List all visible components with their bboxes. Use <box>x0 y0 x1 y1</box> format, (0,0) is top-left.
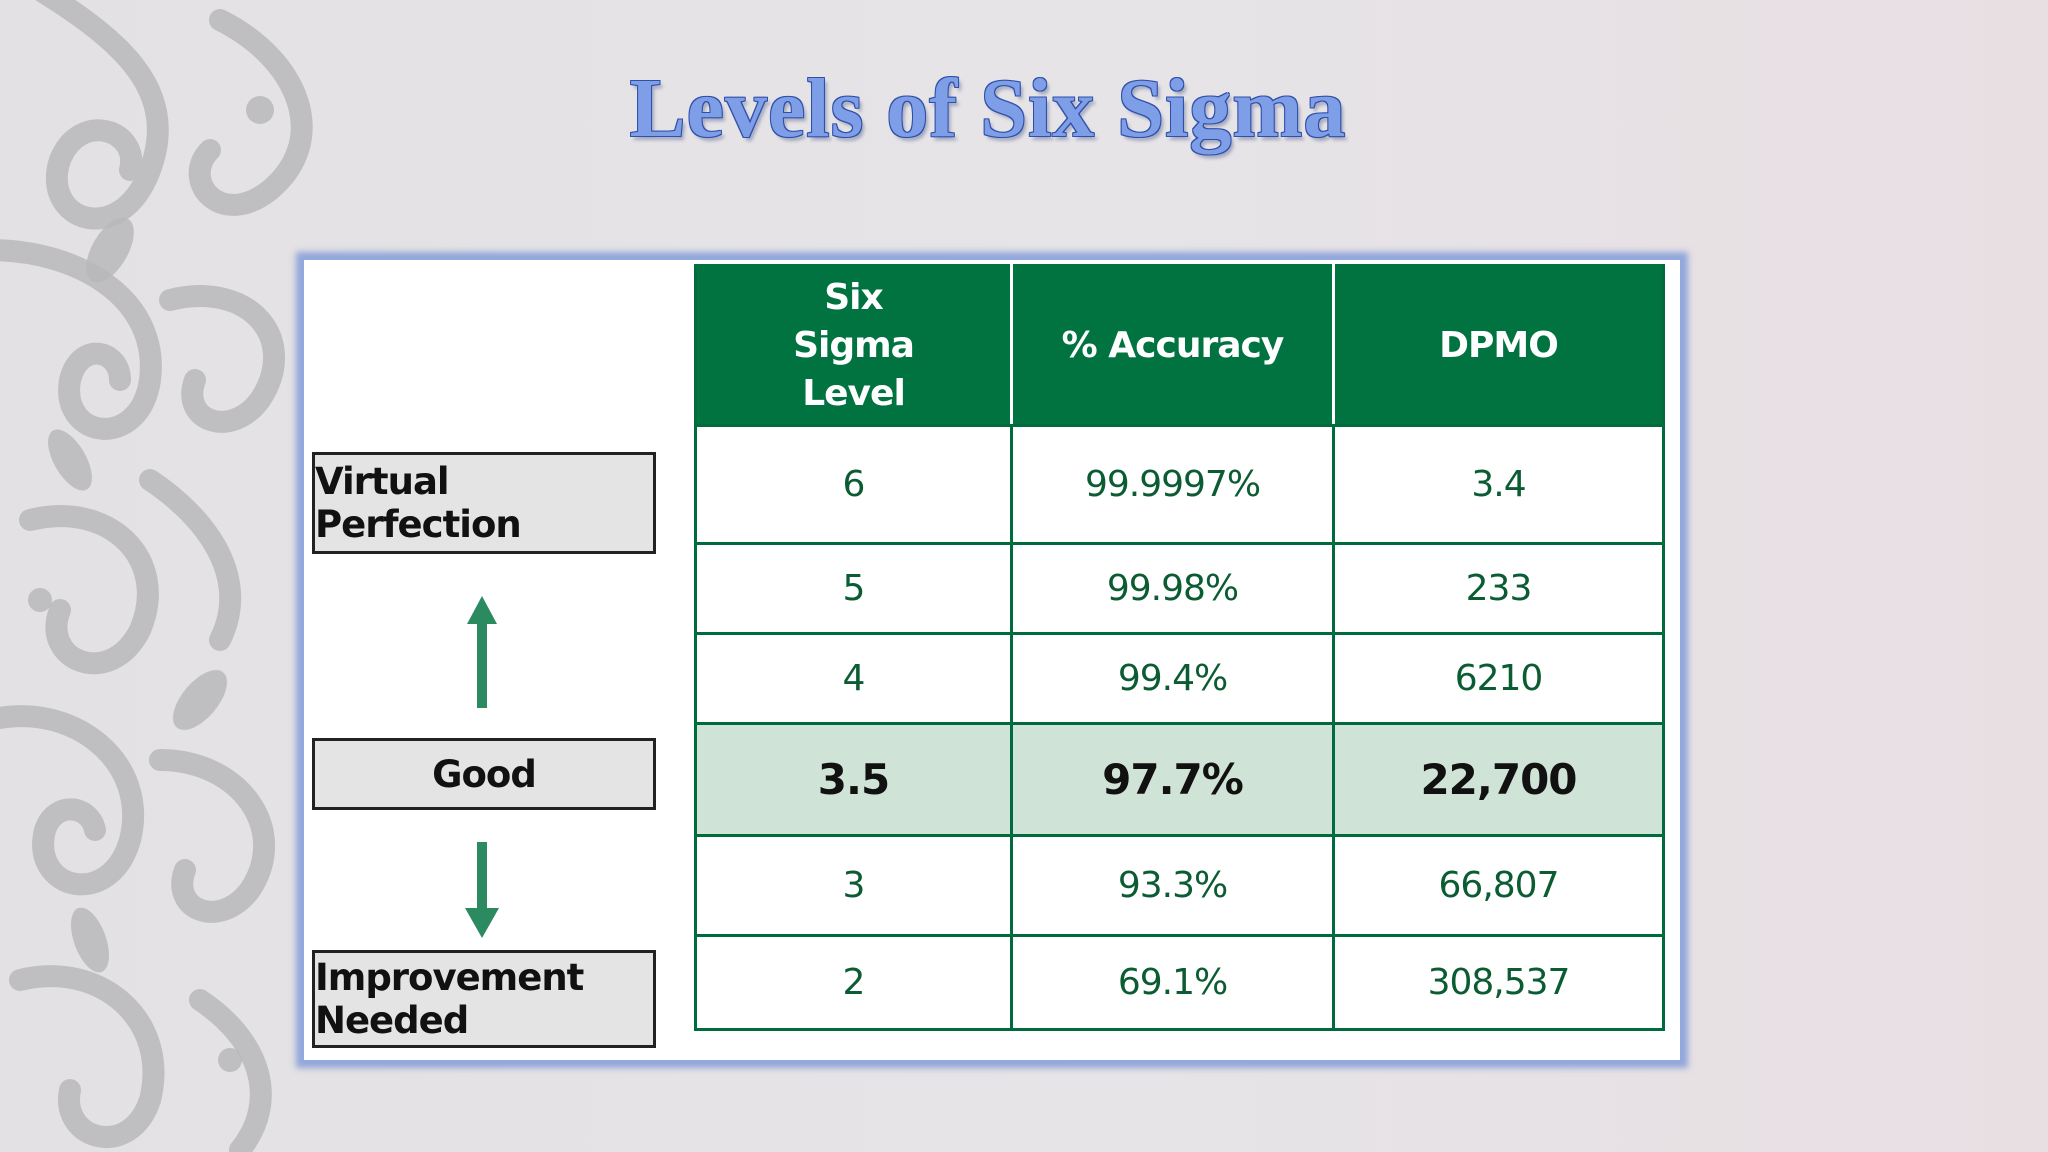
level-cell: 6 <box>694 424 1013 545</box>
level-labels: Virtual Perfection Good Improvement Need… <box>312 260 658 1060</box>
dpmo-cell: 22,700 <box>1332 722 1665 837</box>
table-row: 3 93.3% 66,807 <box>694 834 1665 937</box>
accuracy-cell: 93.3% <box>1010 834 1335 937</box>
table-row: 4 99.4% 6210 <box>694 632 1665 725</box>
dpmo-cell: 233 <box>1332 542 1665 635</box>
accuracy-cell: 99.9997% <box>1010 424 1335 545</box>
swirl-ornament <box>0 0 313 1152</box>
level-cell: 4 <box>694 632 1013 725</box>
level-cell: 3 <box>694 834 1013 937</box>
header-dpmo: DPMO <box>1332 264 1665 427</box>
level-cell: 3.5 <box>694 722 1013 837</box>
dpmo-cell: 6210 <box>1332 632 1665 725</box>
table-header-row: Six Sigma Level % Accuracy DPMO <box>694 264 1665 427</box>
down-arrow-icon <box>465 842 499 938</box>
label-improvement-needed: Improvement Needed <box>312 950 656 1048</box>
slide-title: Levels of Six Sigma <box>629 62 1347 155</box>
table-row-highlighted: 3.5 97.7% 22,700 <box>694 722 1665 837</box>
table-frame: Virtual Perfection Good Improvement Need… <box>302 258 1682 1062</box>
table-row: 2 69.1% 308,537 <box>694 934 1665 1031</box>
label-virtual-perfection: Virtual Perfection <box>312 452 656 554</box>
dpmo-cell: 308,537 <box>1332 934 1665 1031</box>
level-cell: 5 <box>694 542 1013 635</box>
accuracy-cell: 69.1% <box>1010 934 1335 1031</box>
accuracy-cell: 99.98% <box>1010 542 1335 635</box>
label-good: Good <box>312 738 656 810</box>
header-accuracy: % Accuracy <box>1010 264 1335 427</box>
header-six-sigma-level: Six Sigma Level <box>694 264 1013 427</box>
table-row: 6 99.9997% 3.4 <box>694 424 1665 545</box>
accuracy-cell: 99.4% <box>1010 632 1335 725</box>
table-row: 5 99.98% 233 <box>694 542 1665 635</box>
six-sigma-table: Six Sigma Level % Accuracy DPMO 6 99.999… <box>694 264 1665 1031</box>
level-cell: 2 <box>694 934 1013 1031</box>
dpmo-cell: 3.4 <box>1332 424 1665 545</box>
accuracy-cell: 97.7% <box>1010 722 1335 837</box>
dpmo-cell: 66,807 <box>1332 834 1665 937</box>
up-arrow-icon <box>467 596 497 708</box>
